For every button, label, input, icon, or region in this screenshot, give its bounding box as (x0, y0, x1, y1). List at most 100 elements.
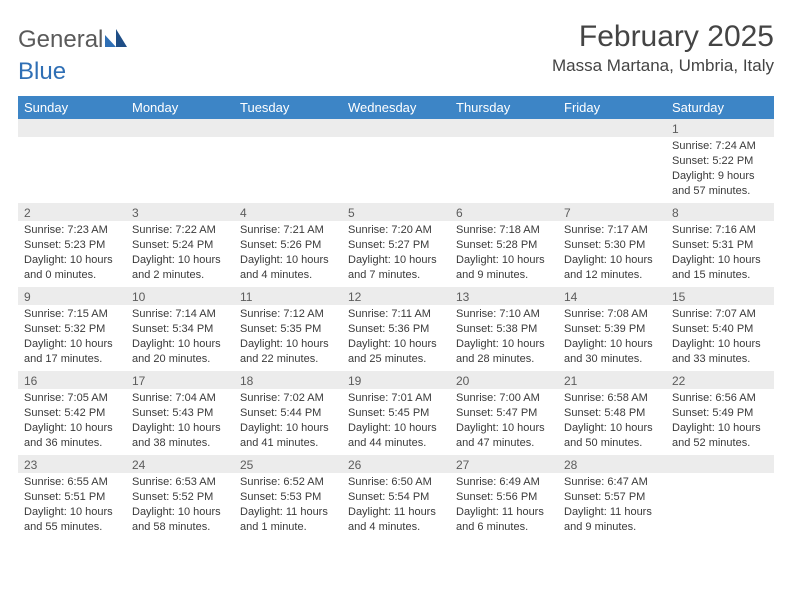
calendar-day-cell (558, 119, 666, 203)
daylight-text: Daylight: 10 hours and 22 minutes. (240, 337, 336, 367)
sunset-text: Sunset: 5:40 PM (672, 322, 768, 337)
calendar-day-cell: 6Sunrise: 7:18 AMSunset: 5:28 PMDaylight… (450, 203, 558, 287)
daylight-text: Daylight: 11 hours and 4 minutes. (348, 505, 444, 535)
day-number: 27 (450, 455, 558, 473)
day-number: 17 (126, 371, 234, 389)
sunset-text: Sunset: 5:56 PM (456, 490, 552, 505)
weekday-header: Thursday (450, 96, 558, 119)
calendar-table: Sunday Monday Tuesday Wednesday Thursday… (18, 96, 774, 539)
day-number: 8 (666, 203, 774, 221)
sunrise-text: Sunrise: 7:11 AM (348, 307, 444, 322)
day-details: Sunrise: 7:02 AMSunset: 5:44 PMDaylight:… (234, 389, 342, 454)
daylight-text: Daylight: 10 hours and 12 minutes. (564, 253, 660, 283)
sunset-text: Sunset: 5:34 PM (132, 322, 228, 337)
day-number (234, 119, 342, 137)
day-number: 3 (126, 203, 234, 221)
logo-text-gray: General (18, 26, 103, 54)
day-details: Sunrise: 7:18 AMSunset: 5:28 PMDaylight:… (450, 221, 558, 286)
day-details: Sunrise: 6:58 AMSunset: 5:48 PMDaylight:… (558, 389, 666, 454)
sunrise-text: Sunrise: 7:08 AM (564, 307, 660, 322)
day-details: Sunrise: 7:11 AMSunset: 5:36 PMDaylight:… (342, 305, 450, 370)
month-title: February 2025 (552, 20, 774, 54)
sunset-text: Sunset: 5:24 PM (132, 238, 228, 253)
calendar-day-cell: 25Sunrise: 6:52 AMSunset: 5:53 PMDayligh… (234, 455, 342, 539)
day-details: Sunrise: 7:16 AMSunset: 5:31 PMDaylight:… (666, 221, 774, 286)
sunset-text: Sunset: 5:45 PM (348, 406, 444, 421)
calendar-day-cell: 10Sunrise: 7:14 AMSunset: 5:34 PMDayligh… (126, 287, 234, 371)
day-details: Sunrise: 7:00 AMSunset: 5:47 PMDaylight:… (450, 389, 558, 454)
sunset-text: Sunset: 5:52 PM (132, 490, 228, 505)
daylight-text: Daylight: 10 hours and 38 minutes. (132, 421, 228, 451)
sunset-text: Sunset: 5:49 PM (672, 406, 768, 421)
location: Massa Martana, Umbria, Italy (552, 56, 774, 76)
day-details: Sunrise: 6:55 AMSunset: 5:51 PMDaylight:… (18, 473, 126, 538)
day-number: 18 (234, 371, 342, 389)
day-number: 4 (234, 203, 342, 221)
daylight-text: Daylight: 10 hours and 17 minutes. (24, 337, 120, 367)
weekday-header: Saturday (666, 96, 774, 119)
sunrise-text: Sunrise: 7:05 AM (24, 391, 120, 406)
sunrise-text: Sunrise: 7:00 AM (456, 391, 552, 406)
sunrise-text: Sunrise: 7:15 AM (24, 307, 120, 322)
calendar-day-cell (666, 455, 774, 539)
daylight-text: Daylight: 10 hours and 36 minutes. (24, 421, 120, 451)
sunset-text: Sunset: 5:31 PM (672, 238, 768, 253)
calendar-day-cell: 22Sunrise: 6:56 AMSunset: 5:49 PMDayligh… (666, 371, 774, 455)
sunset-text: Sunset: 5:28 PM (456, 238, 552, 253)
day-details: Sunrise: 7:17 AMSunset: 5:30 PMDaylight:… (558, 221, 666, 286)
daylight-text: Daylight: 11 hours and 1 minute. (240, 505, 336, 535)
calendar-day-cell: 27Sunrise: 6:49 AMSunset: 5:56 PMDayligh… (450, 455, 558, 539)
calendar-day-cell: 20Sunrise: 7:00 AMSunset: 5:47 PMDayligh… (450, 371, 558, 455)
daylight-text: Daylight: 10 hours and 9 minutes. (456, 253, 552, 283)
calendar-day-cell: 14Sunrise: 7:08 AMSunset: 5:39 PMDayligh… (558, 287, 666, 371)
sunrise-text: Sunrise: 6:47 AM (564, 475, 660, 490)
sunrise-text: Sunrise: 6:55 AM (24, 475, 120, 490)
daylight-text: Daylight: 10 hours and 15 minutes. (672, 253, 768, 283)
sunset-text: Sunset: 5:57 PM (564, 490, 660, 505)
day-number: 12 (342, 287, 450, 305)
day-details: Sunrise: 7:08 AMSunset: 5:39 PMDaylight:… (558, 305, 666, 370)
daylight-text: Daylight: 10 hours and 2 minutes. (132, 253, 228, 283)
sunset-text: Sunset: 5:27 PM (348, 238, 444, 253)
day-number: 2 (18, 203, 126, 221)
daylight-text: Daylight: 10 hours and 41 minutes. (240, 421, 336, 451)
sunset-text: Sunset: 5:26 PM (240, 238, 336, 253)
day-details: Sunrise: 7:22 AMSunset: 5:24 PMDaylight:… (126, 221, 234, 286)
calendar-day-cell: 5Sunrise: 7:20 AMSunset: 5:27 PMDaylight… (342, 203, 450, 287)
daylight-text: Daylight: 10 hours and 52 minutes. (672, 421, 768, 451)
day-details: Sunrise: 6:49 AMSunset: 5:56 PMDaylight:… (450, 473, 558, 538)
day-details: Sunrise: 7:10 AMSunset: 5:38 PMDaylight:… (450, 305, 558, 370)
day-number: 9 (18, 287, 126, 305)
sunrise-text: Sunrise: 7:22 AM (132, 223, 228, 238)
weekday-header: Tuesday (234, 96, 342, 119)
calendar-day-cell: 13Sunrise: 7:10 AMSunset: 5:38 PMDayligh… (450, 287, 558, 371)
day-number (342, 119, 450, 137)
daylight-text: Daylight: 10 hours and 30 minutes. (564, 337, 660, 367)
day-number: 14 (558, 287, 666, 305)
daylight-text: Daylight: 10 hours and 44 minutes. (348, 421, 444, 451)
logo-icon (105, 26, 127, 54)
day-details: Sunrise: 7:07 AMSunset: 5:40 PMDaylight:… (666, 305, 774, 370)
calendar-day-cell: 17Sunrise: 7:04 AMSunset: 5:43 PMDayligh… (126, 371, 234, 455)
day-number: 22 (666, 371, 774, 389)
daylight-text: Daylight: 10 hours and 4 minutes. (240, 253, 336, 283)
calendar-day-cell: 28Sunrise: 6:47 AMSunset: 5:57 PMDayligh… (558, 455, 666, 539)
calendar-day-cell: 16Sunrise: 7:05 AMSunset: 5:42 PMDayligh… (18, 371, 126, 455)
weekday-header: Wednesday (342, 96, 450, 119)
daylight-text: Daylight: 10 hours and 50 minutes. (564, 421, 660, 451)
calendar-week-row: 9Sunrise: 7:15 AMSunset: 5:32 PMDaylight… (18, 287, 774, 371)
sunrise-text: Sunrise: 6:58 AM (564, 391, 660, 406)
day-number: 28 (558, 455, 666, 473)
calendar-day-cell: 8Sunrise: 7:16 AMSunset: 5:31 PMDaylight… (666, 203, 774, 287)
sunrise-text: Sunrise: 7:10 AM (456, 307, 552, 322)
calendar-day-cell (450, 119, 558, 203)
calendar-day-cell: 1Sunrise: 7:24 AMSunset: 5:22 PMDaylight… (666, 119, 774, 203)
sunrise-text: Sunrise: 6:53 AM (132, 475, 228, 490)
day-number: 13 (450, 287, 558, 305)
calendar-week-row: 23Sunrise: 6:55 AMSunset: 5:51 PMDayligh… (18, 455, 774, 539)
daylight-text: Daylight: 10 hours and 33 minutes. (672, 337, 768, 367)
calendar-day-cell (234, 119, 342, 203)
day-number (666, 455, 774, 473)
day-number: 25 (234, 455, 342, 473)
sunset-text: Sunset: 5:30 PM (564, 238, 660, 253)
